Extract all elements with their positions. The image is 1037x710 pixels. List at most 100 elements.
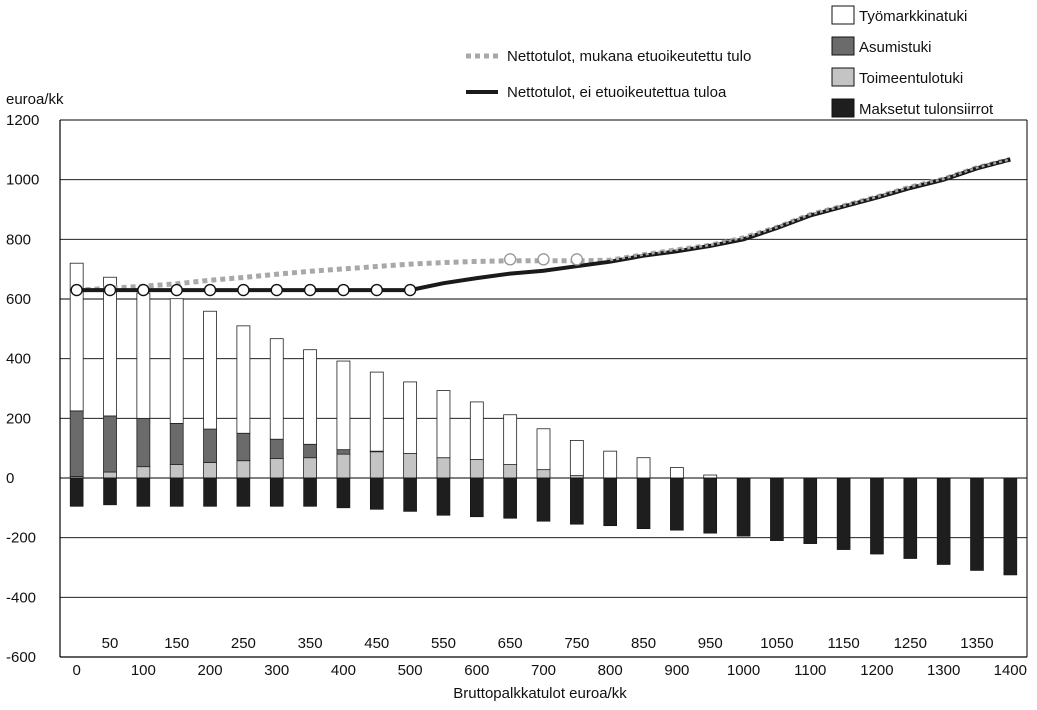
bar-segment — [169, 464, 184, 479]
bar-negative — [269, 477, 284, 507]
legend: Nettotulot, mukana etuoikeutettu tulo Net… — [466, 5, 994, 118]
bar-segment — [203, 462, 217, 479]
y-tick-label: 1200 — [6, 112, 39, 129]
bar-negative — [936, 477, 951, 565]
x-tick-label-inner: 250 — [231, 635, 256, 652]
bar-segment — [336, 453, 351, 479]
marker-solid-line — [203, 283, 217, 297]
x-tick-label-inner: 1350 — [960, 635, 993, 652]
x-tick-label: 1200 — [860, 662, 893, 679]
x-tick-label: 300 — [264, 662, 289, 679]
x-tick-label: 900 — [664, 662, 689, 679]
x-tick-label-inner: 350 — [298, 635, 323, 652]
bar-segment — [469, 459, 484, 479]
y-tick-label: 0 — [6, 470, 14, 487]
bar-segment — [136, 292, 151, 419]
y-axis-label: euroa/kk — [6, 91, 64, 108]
legend-box-swatch — [831, 36, 855, 56]
marker-dotted-line — [570, 253, 584, 266]
bar-segment — [103, 471, 117, 479]
bar-negative — [903, 477, 918, 559]
bar-negative — [570, 477, 584, 525]
legend-box-swatch — [831, 67, 855, 87]
bar-segment — [336, 360, 351, 451]
axes — [59, 119, 1028, 658]
bar-segment — [269, 338, 284, 440]
x-tick-label-inner: 850 — [631, 635, 656, 652]
marker-solid-line — [337, 283, 350, 297]
x-axis-label: Bruttopalkkatulot euroa/kk — [453, 685, 627, 702]
x-tick-label: 600 — [464, 662, 489, 679]
legend-label: Nettotulot, mukana etuoikeutettu tulo — [507, 48, 751, 65]
bar-segment — [103, 415, 117, 473]
bar-negative — [236, 477, 251, 507]
bar-negative — [970, 477, 984, 571]
x-tick-label: 200 — [198, 662, 223, 679]
marker-dotted-line — [503, 253, 517, 266]
x-tick-label: 1000 — [727, 662, 760, 679]
bar-segment — [203, 310, 217, 430]
line-dotted-overlay — [610, 158, 1011, 262]
bar-segment — [303, 443, 317, 459]
bar-segment — [303, 349, 317, 445]
bar-negative — [169, 477, 184, 507]
x-tick-label: 500 — [398, 662, 423, 679]
bar-segment — [369, 371, 384, 452]
lines — [76, 156, 1011, 293]
x-tick-label-inner: 950 — [698, 635, 723, 652]
bar-segment — [369, 451, 384, 479]
bar-segment — [103, 276, 117, 417]
bar-segment — [436, 390, 451, 459]
x-tick-label: 800 — [598, 662, 623, 679]
bars — [69, 262, 1018, 576]
marker-solid-line — [303, 283, 317, 297]
legend-label: Työmarkkinatuki — [859, 8, 967, 25]
x-tick-label: 400 — [331, 662, 356, 679]
y-tick-label: -200 — [6, 530, 36, 547]
y-tick-label: -600 — [6, 649, 36, 666]
marker-dotted-line — [537, 253, 550, 266]
bar-segment — [436, 457, 451, 479]
bar-segment — [603, 450, 618, 479]
bar-segment — [669, 467, 684, 479]
bar-segment — [403, 453, 418, 479]
bar-negative — [670, 477, 684, 531]
bar-segment — [303, 457, 317, 479]
bar-negative — [536, 477, 551, 522]
bar-negative — [703, 477, 718, 534]
line-solid — [76, 157, 1011, 293]
bar-segment — [236, 432, 251, 462]
marker-solid-line — [70, 283, 83, 297]
y-tick-label: -400 — [6, 589, 36, 606]
x-tick-label-inner: 1050 — [760, 635, 793, 652]
bar-negative — [736, 477, 751, 537]
bar-segment — [136, 466, 151, 479]
legend-label: Maksetut tulonsiirrot — [859, 101, 994, 118]
bar-negative — [636, 477, 651, 530]
bar-negative — [603, 477, 617, 527]
bar-segment — [269, 458, 284, 479]
bar-negative — [836, 477, 851, 550]
bar-segment — [636, 457, 651, 479]
x-tick-label-inner: 550 — [431, 635, 456, 652]
x-tick-label-inner: 450 — [364, 635, 389, 652]
bar-segment — [536, 469, 551, 479]
legend-box-swatch — [831, 5, 855, 25]
bar-negative — [1003, 477, 1018, 576]
bar-negative — [803, 477, 818, 544]
bar-segment — [169, 423, 184, 465]
x-tick-label: 1300 — [927, 662, 960, 679]
marker-solid-line — [137, 283, 150, 297]
legend-label: Asumistuki — [859, 39, 932, 56]
x-tick-label: 100 — [131, 662, 156, 679]
bar-segment — [536, 428, 551, 471]
legend-label: Nettotulot, ei etuoikeutettua tuloa — [507, 84, 727, 101]
bar-negative — [436, 477, 451, 516]
x-tick-label: 1100 — [794, 662, 826, 679]
bar-segment — [69, 262, 84, 412]
legend-label: Toimeentulotuki — [859, 70, 963, 87]
bar-negative — [870, 477, 884, 555]
bar-segment — [703, 474, 718, 479]
bar-negative — [69, 477, 84, 507]
